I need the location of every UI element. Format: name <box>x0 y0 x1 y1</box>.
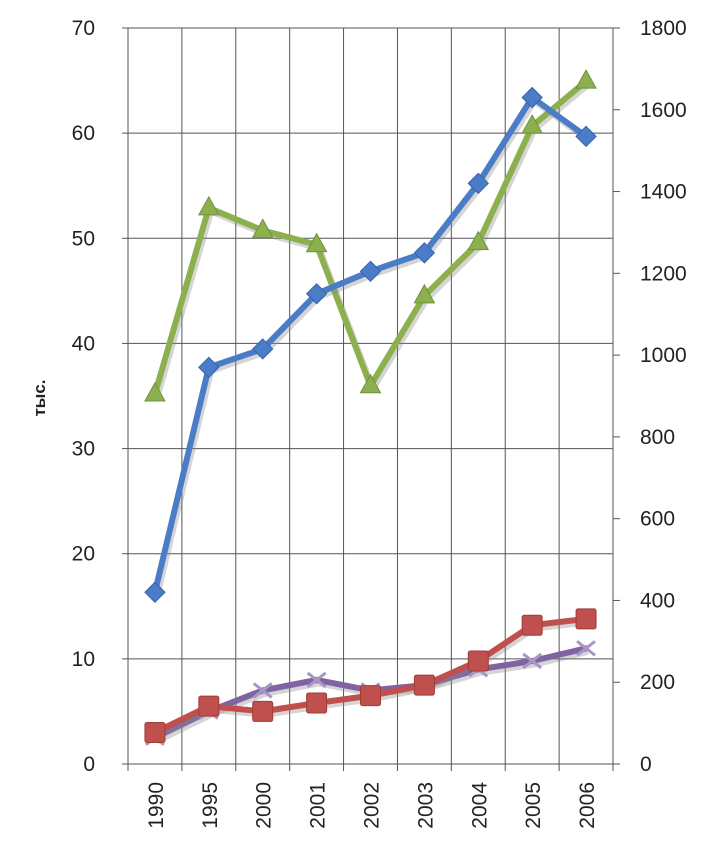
y-right-tick-label: 600 <box>640 508 675 531</box>
data-point-square <box>575 608 597 630</box>
data-point-square <box>306 692 328 714</box>
y-left-tick-label: 0 <box>83 753 95 776</box>
data-point-x <box>252 682 273 699</box>
y-left-tick-label: 30 <box>72 438 95 461</box>
data-point-diamond <box>144 581 166 603</box>
y-left-tick-label: 70 <box>72 17 95 40</box>
tick-labels: 0 10 20 30 40 50 60 70 0 200 400 600 800 1000 1200 1400… <box>72 17 687 829</box>
series-0-group <box>144 86 597 603</box>
data-point-diamond <box>252 338 274 360</box>
series-line <box>151 78 590 397</box>
y-right-tick-label: 1800 <box>640 17 687 40</box>
x-tick-label: 2003 <box>414 782 437 829</box>
data-point-diamond <box>467 172 489 195</box>
y-right-tick-label: 1400 <box>640 181 687 204</box>
series-line-shadow <box>153 97 591 597</box>
data-point-square <box>198 695 220 717</box>
axes <box>122 27 620 771</box>
data-point-triangle <box>359 373 382 394</box>
data-point-triangle <box>413 283 436 304</box>
data-point-diamond <box>413 242 436 264</box>
y-left-tick-label: 20 <box>72 543 95 566</box>
y-right-tick-label: 800 <box>640 426 675 449</box>
series-line <box>151 94 590 596</box>
data-point-diamond <box>521 86 543 109</box>
series-line-shadow <box>155 618 589 739</box>
x-tick-label: 2001 <box>307 782 330 829</box>
x-tick-label: 1995 <box>199 782 222 829</box>
x-tick-label: 2002 <box>361 782 384 829</box>
data-point-x <box>522 652 543 670</box>
x-tick-label: 1990 <box>145 782 168 829</box>
data-point-square <box>521 614 543 636</box>
data-point-diamond <box>575 125 597 148</box>
data-point-triangle <box>144 381 166 402</box>
y-axis-label: тыс. <box>30 379 49 416</box>
data-point-square <box>144 721 166 743</box>
x-tick-label: 2000 <box>253 782 276 829</box>
y-right-tick-label: 400 <box>640 589 675 612</box>
x-tick-label: 2006 <box>576 782 599 829</box>
data-point-square <box>360 685 381 707</box>
data-point-triangle <box>305 232 328 253</box>
y-left-tick-label: 40 <box>72 332 95 355</box>
data-point-triangle <box>575 69 597 89</box>
x-tick-label: 2004 <box>468 782 491 829</box>
series-1-group <box>144 69 597 402</box>
y-left-tick-label: 10 <box>72 648 95 671</box>
data-point-x <box>576 640 596 657</box>
data-point-square <box>252 700 274 722</box>
y-right-tick-label: 1000 <box>640 344 687 367</box>
data-point-triangle <box>251 218 274 238</box>
y-right-tick-label: 0 <box>640 753 652 776</box>
y-left-tick-label: 50 <box>72 227 95 250</box>
x-tick-label: 2005 <box>522 782 545 829</box>
data-point-x <box>306 671 327 689</box>
data-point-diamond <box>305 283 328 305</box>
data-point-triangle <box>197 195 220 216</box>
data-point-diamond <box>198 356 220 379</box>
series-2-group <box>144 608 597 743</box>
series-line <box>151 615 590 736</box>
y-right-tick-label: 200 <box>640 671 675 694</box>
data-point-triangle <box>521 114 544 134</box>
data-point-triangle <box>467 230 490 251</box>
series-layer <box>144 69 597 746</box>
data-point-square <box>413 674 435 696</box>
y-right-tick-label: 1600 <box>640 99 687 122</box>
data-point-square <box>467 650 489 672</box>
data-point-diamond <box>359 260 382 282</box>
y-right-tick-label: 1200 <box>640 262 687 285</box>
y-left-tick-label: 60 <box>72 122 95 145</box>
